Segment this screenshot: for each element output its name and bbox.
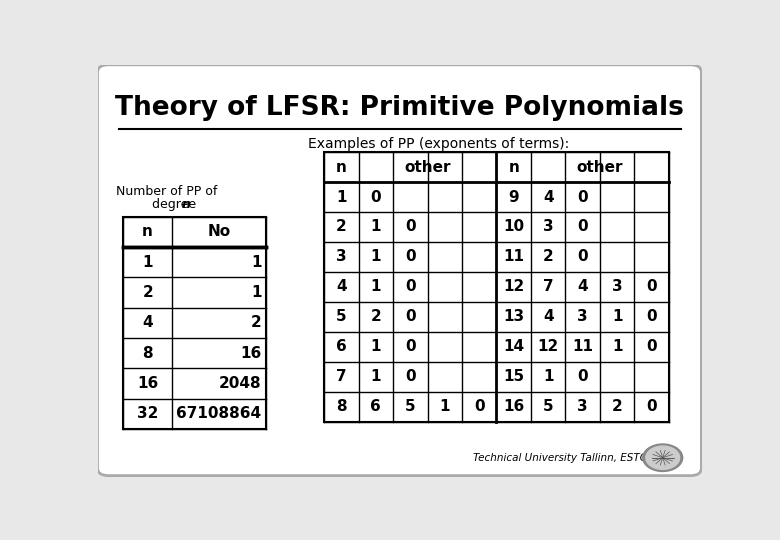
Text: 67108864: 67108864	[176, 407, 261, 421]
Text: 5: 5	[405, 399, 416, 414]
Text: 0: 0	[646, 279, 657, 294]
Text: 3: 3	[543, 219, 554, 234]
Text: 4: 4	[336, 279, 347, 294]
Text: 32: 32	[137, 407, 158, 421]
Text: n: n	[336, 160, 347, 174]
Text: 0: 0	[577, 369, 588, 384]
Text: 4: 4	[543, 309, 554, 325]
Bar	[123, 217, 266, 429]
Text: Technical University Tallinn, ESTONIA: Technical University Tallinn, ESTONIA	[473, 453, 665, 463]
Text: 0: 0	[405, 219, 416, 234]
Text: 12: 12	[503, 279, 524, 294]
Text: 8: 8	[143, 346, 153, 361]
Text: 7: 7	[543, 279, 554, 294]
Text: Number of PP of: Number of PP of	[116, 185, 218, 198]
Text: 2048: 2048	[218, 376, 261, 391]
Text: 0: 0	[370, 190, 381, 205]
Text: 4: 4	[143, 315, 153, 330]
Text: 1: 1	[370, 369, 381, 384]
Text: 0: 0	[646, 399, 657, 414]
Text: 6: 6	[370, 399, 381, 414]
Text: other: other	[576, 160, 623, 174]
Text: 0: 0	[577, 249, 588, 265]
Text: 1: 1	[370, 249, 381, 265]
Text: 1: 1	[543, 369, 553, 384]
Text: 2: 2	[142, 285, 153, 300]
Text: 0: 0	[474, 399, 484, 414]
Text: 9: 9	[509, 190, 519, 205]
Text: 13: 13	[503, 309, 524, 325]
Circle shape	[646, 446, 679, 469]
Text: 3: 3	[336, 249, 347, 265]
Bar	[324, 152, 668, 422]
Text: 1: 1	[336, 190, 346, 205]
Text: 8: 8	[336, 399, 347, 414]
Text: 1: 1	[440, 399, 450, 414]
Text: 16: 16	[503, 399, 524, 414]
Text: 1: 1	[251, 285, 261, 300]
Text: 0: 0	[577, 190, 588, 205]
Text: 1: 1	[251, 254, 261, 269]
Text: other: other	[404, 160, 451, 174]
Text: 0: 0	[577, 219, 588, 234]
Text: 7: 7	[336, 369, 347, 384]
Text: 4: 4	[543, 190, 554, 205]
Text: 1: 1	[612, 339, 622, 354]
Text: n: n	[509, 160, 519, 174]
Text: 0: 0	[405, 279, 416, 294]
Text: 0: 0	[646, 309, 657, 325]
Text: Examples of PP (exponents of terms):: Examples of PP (exponents of terms):	[308, 137, 569, 151]
Text: No: No	[207, 224, 231, 239]
Text: 1: 1	[612, 309, 622, 325]
Text: degree: degree	[152, 198, 200, 211]
Text: 0: 0	[405, 369, 416, 384]
Text: 2: 2	[250, 315, 261, 330]
Text: 16: 16	[137, 376, 158, 391]
Text: n: n	[142, 224, 153, 239]
Text: 11: 11	[503, 249, 524, 265]
Text: 5: 5	[336, 309, 347, 325]
Text: 6: 6	[336, 339, 347, 354]
Text: 0: 0	[405, 339, 416, 354]
Text: 14: 14	[503, 339, 524, 354]
Circle shape	[643, 444, 682, 471]
Text: 16: 16	[240, 346, 261, 361]
Text: 12: 12	[537, 339, 558, 354]
Text: 0: 0	[405, 309, 416, 325]
Text: 2: 2	[370, 309, 381, 325]
Text: 1: 1	[143, 254, 153, 269]
Text: 1: 1	[370, 279, 381, 294]
Text: 5: 5	[543, 399, 554, 414]
Text: 1: 1	[370, 339, 381, 354]
Text: 15: 15	[503, 369, 524, 384]
Text: 2: 2	[543, 249, 554, 265]
Text: 0: 0	[646, 339, 657, 354]
Text: n: n	[182, 198, 190, 211]
Text: 3: 3	[577, 399, 588, 414]
Text: 2: 2	[612, 399, 622, 414]
Text: 3: 3	[577, 309, 588, 325]
Text: Theory of LFSR: Primitive Polynomials: Theory of LFSR: Primitive Polynomials	[115, 96, 684, 122]
Text: 1: 1	[370, 219, 381, 234]
Text: 0: 0	[405, 249, 416, 265]
FancyBboxPatch shape	[98, 65, 701, 476]
Text: 2: 2	[336, 219, 347, 234]
Text: 10: 10	[503, 219, 524, 234]
Text: 3: 3	[612, 279, 622, 294]
Text: 11: 11	[572, 339, 593, 354]
Text: 4: 4	[577, 279, 588, 294]
